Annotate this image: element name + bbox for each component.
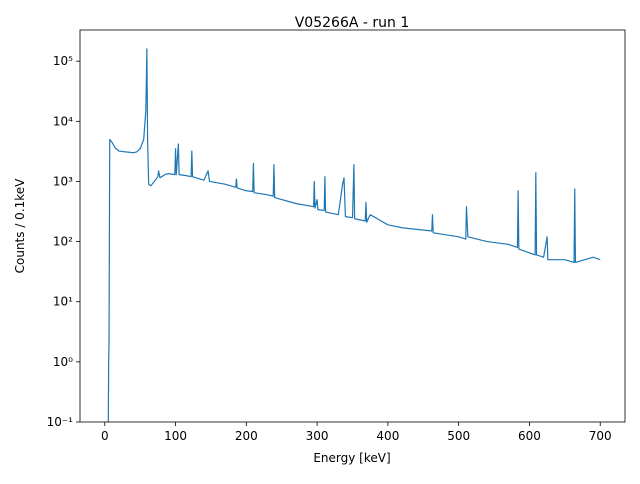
x-axis-label: Energy [keV] xyxy=(313,451,390,465)
x-tick-label: 200 xyxy=(235,429,258,443)
x-tick-label: 500 xyxy=(447,429,470,443)
chart-title: V05266A - run 1 xyxy=(295,15,410,31)
y-tick-label: 10⁵ xyxy=(53,54,73,68)
y-tick-label: 10⁴ xyxy=(53,114,73,128)
y-tick-label: 10¹ xyxy=(53,295,73,309)
plot-frame xyxy=(79,29,626,423)
x-tick-label: 100 xyxy=(164,429,187,443)
x-tick-label: 0 xyxy=(101,429,109,443)
y-tick-label: 10² xyxy=(53,235,73,249)
x-tick-label: 600 xyxy=(518,429,541,443)
x-tick-label: 300 xyxy=(306,429,329,443)
y-tick-label: 10⁻¹ xyxy=(47,415,74,429)
x-tick-label: 400 xyxy=(376,429,399,443)
data-line xyxy=(107,48,601,423)
x-tick-label: 700 xyxy=(589,429,612,443)
y-tick-label: 10⁰ xyxy=(53,355,73,369)
y-tick-label: 10³ xyxy=(53,174,73,188)
y-axis-label: Counts / 0.1keV xyxy=(13,178,27,274)
